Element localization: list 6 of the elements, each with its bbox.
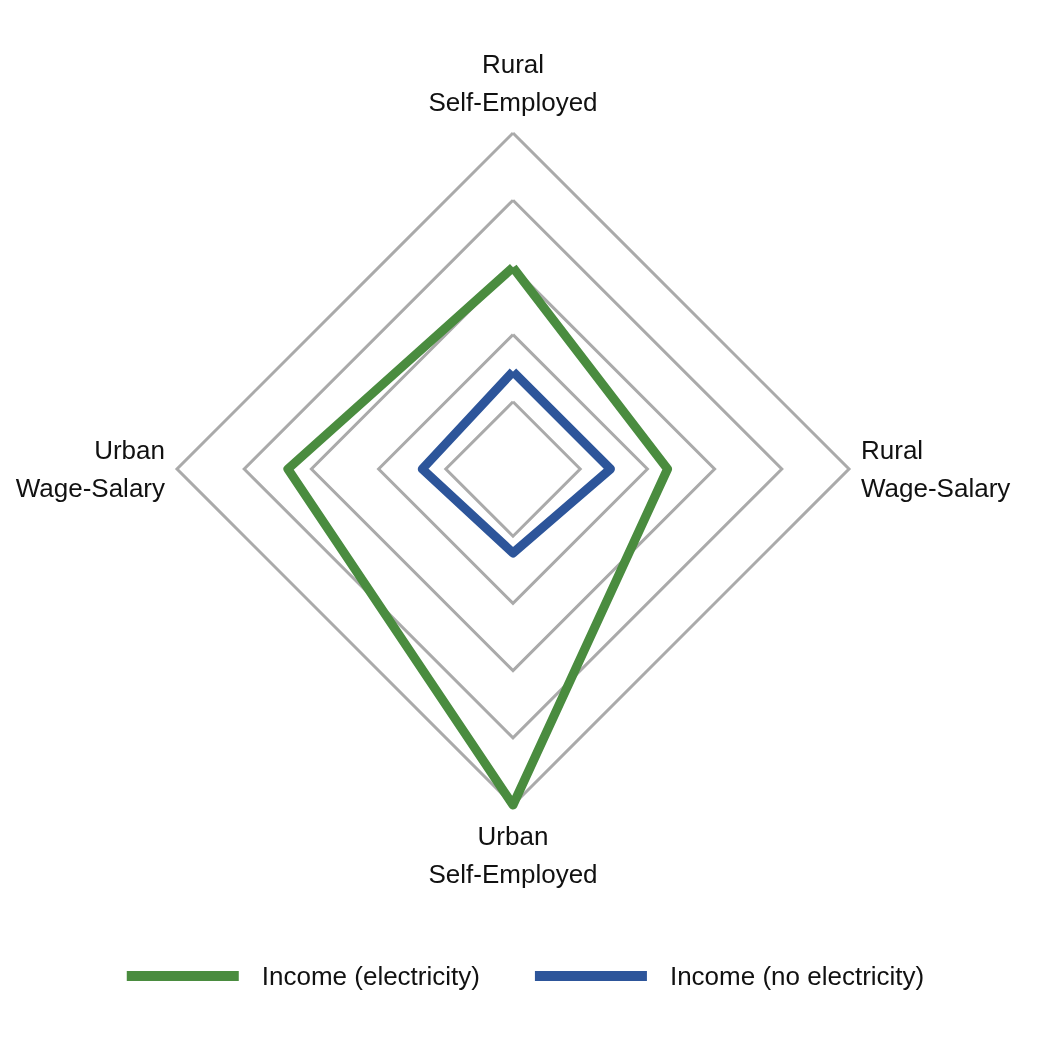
spoke-label: Rural Self-Employed bbox=[428, 49, 598, 117]
legend-label: Income (no electricity) bbox=[669, 961, 925, 991]
spoke-label: Urban Wage-Salary bbox=[15, 435, 165, 503]
legend-label: Income (electricity) bbox=[261, 961, 480, 991]
spoke-label: Rural Wage-Salary bbox=[861, 435, 1011, 503]
spoke-label: Urban Self-Employed bbox=[428, 821, 598, 889]
